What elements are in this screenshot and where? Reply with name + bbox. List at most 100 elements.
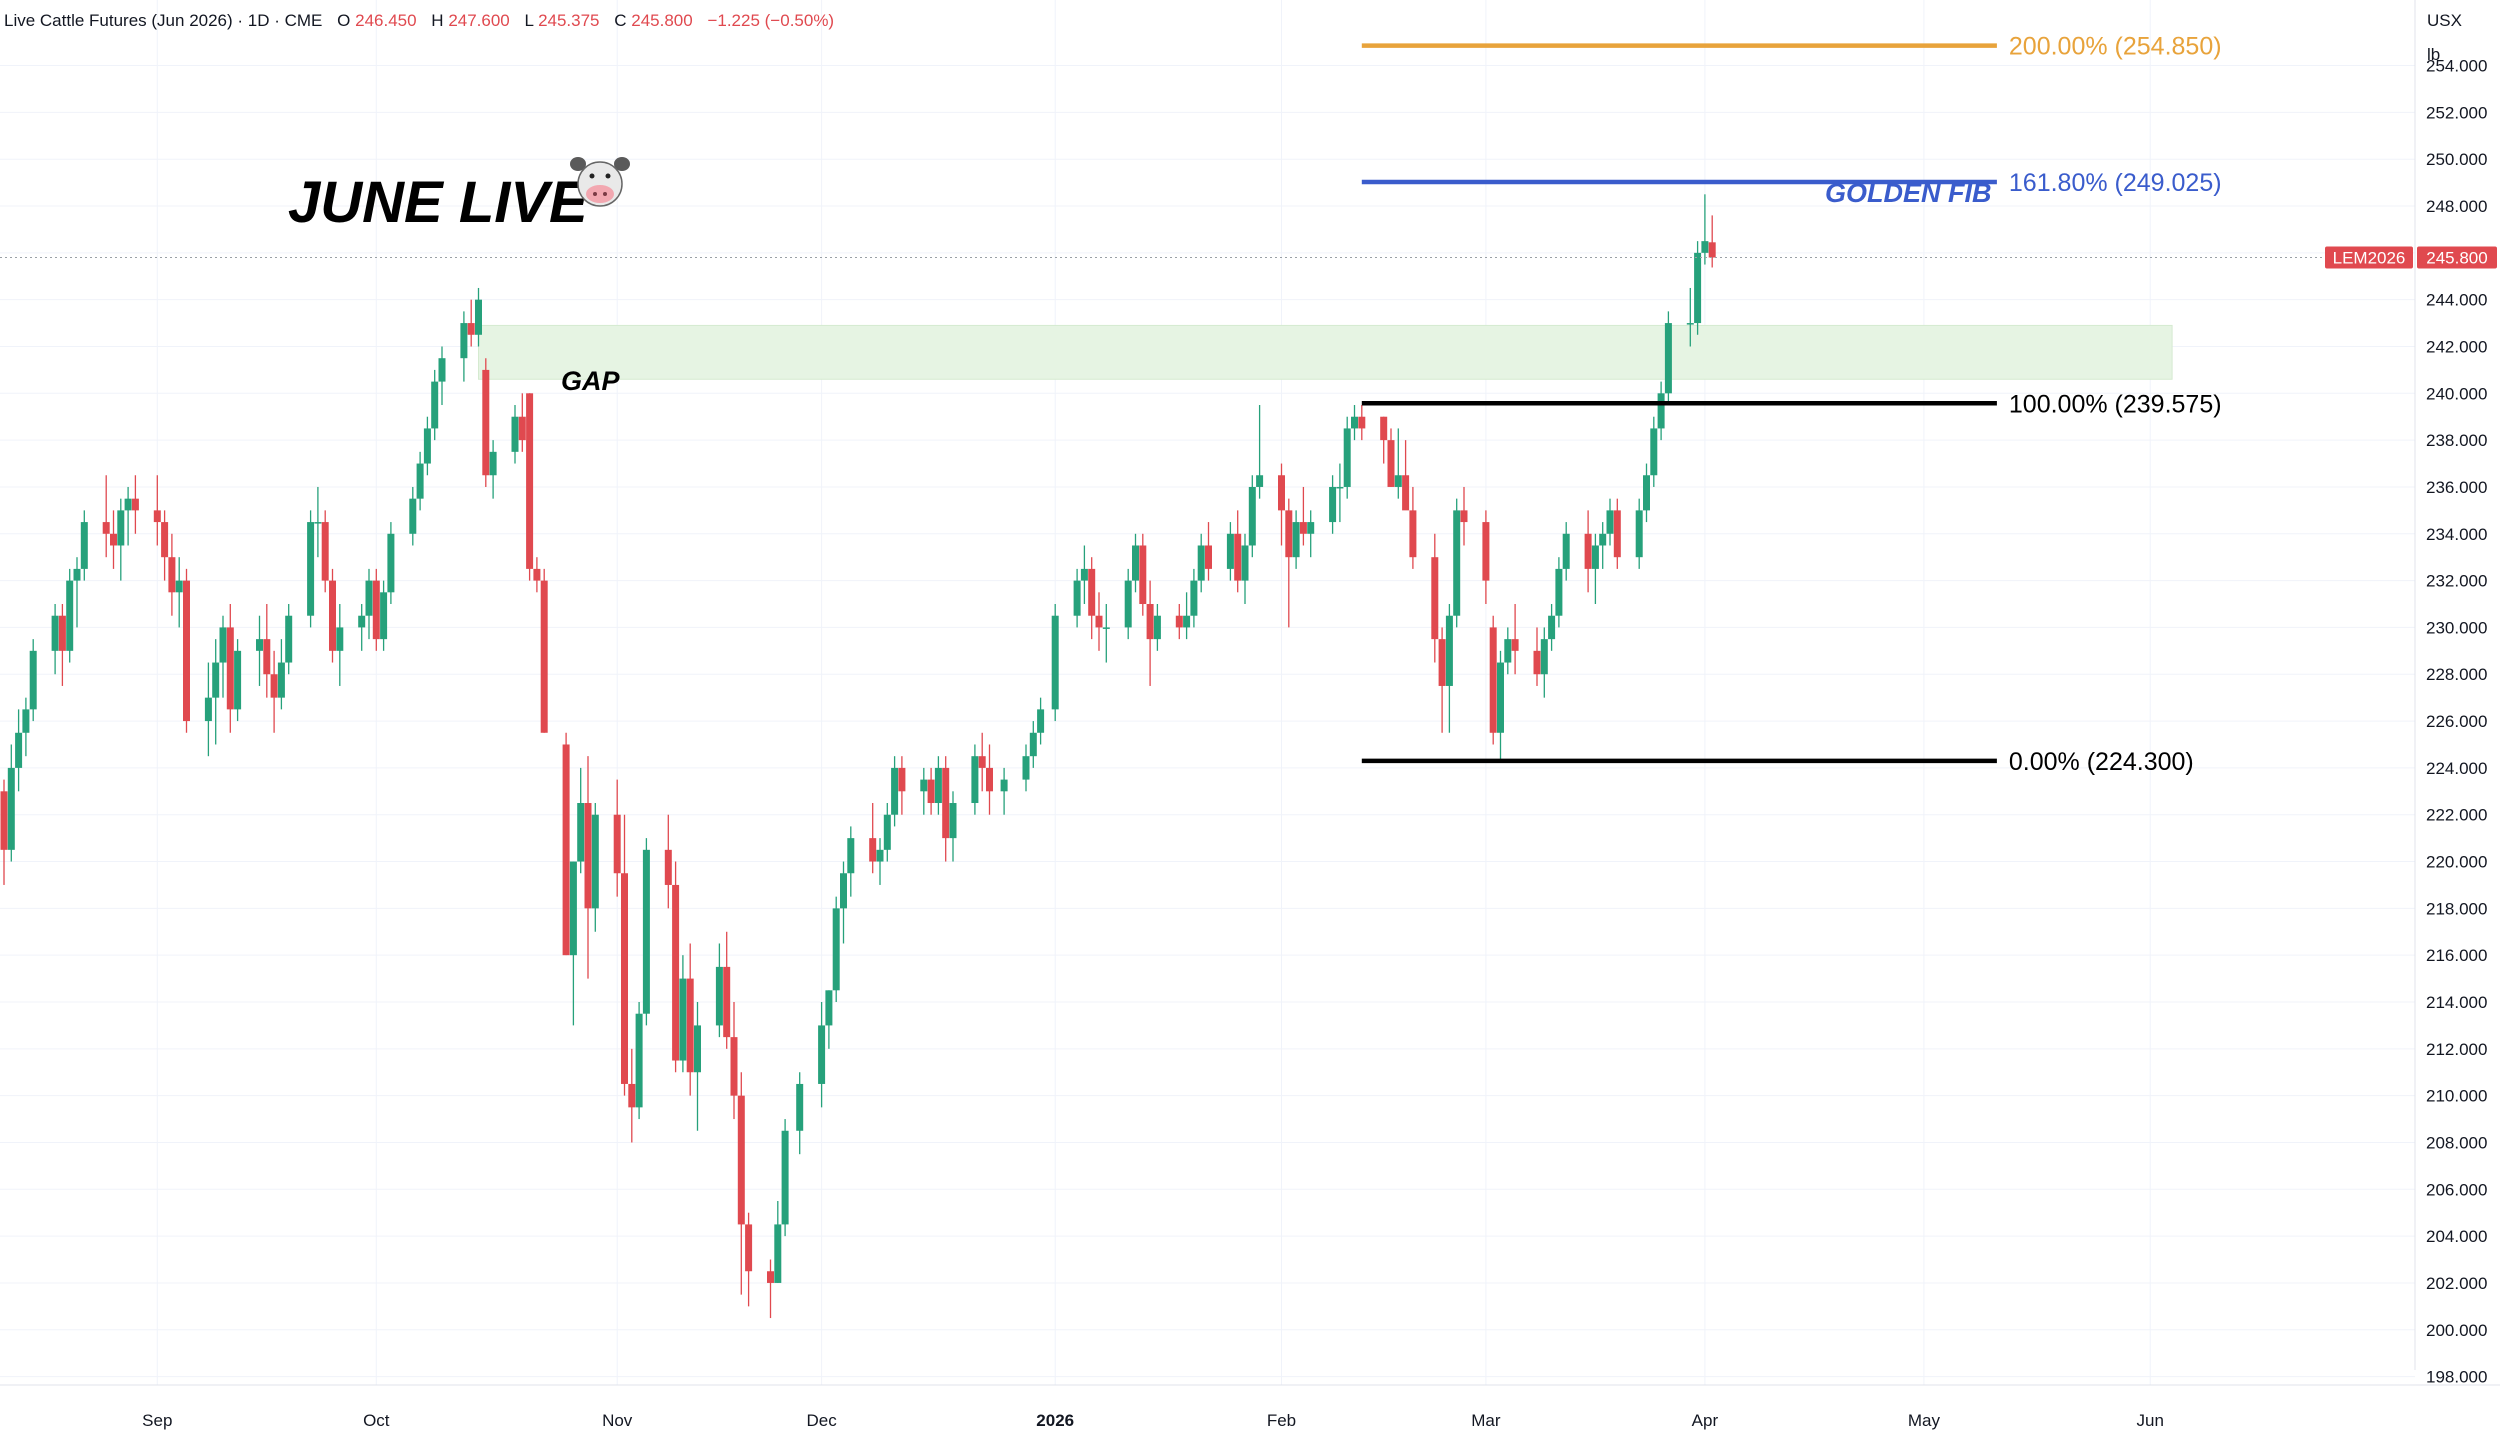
candle-body	[1358, 416, 1366, 429]
candle	[1307, 510, 1315, 558]
candle-body	[212, 662, 220, 698]
candle-body	[569, 861, 577, 956]
candle	[329, 568, 336, 663]
candle	[869, 803, 877, 874]
y-tick-label: 236.000	[2426, 478, 2487, 497]
candle	[1504, 627, 1512, 675]
candle	[1387, 428, 1395, 487]
candle-body	[110, 533, 117, 546]
candle-body	[1000, 779, 1008, 792]
annotation-golden-fib: GOLDEN FIB	[1825, 178, 1992, 208]
candle-body	[1234, 533, 1242, 581]
y-tick-label: 252.000	[2426, 103, 2487, 122]
candle-body	[1307, 522, 1315, 534]
candle-body	[730, 1037, 738, 1096]
candle-body	[1489, 627, 1497, 733]
candle	[818, 1002, 826, 1108]
annotation-gap: GAP	[561, 366, 621, 396]
candle-body	[533, 568, 541, 581]
y-tick-label: 200.000	[2426, 1321, 2487, 1340]
candle	[277, 639, 285, 710]
candle-body	[1635, 510, 1643, 558]
candle-body	[1445, 615, 1453, 686]
fib-level-label: 161.80% (249.025)	[2009, 169, 2222, 197]
candle	[825, 990, 833, 1049]
candle	[1708, 215, 1716, 268]
change-value: −1.225 (−0.50%)	[707, 11, 834, 30]
fib-level-label: 0.00% (224.300)	[2009, 748, 2194, 776]
axis-currency-label[interactable]: USX	[2427, 11, 2462, 30]
candle-body	[1394, 475, 1402, 487]
candle	[1511, 604, 1519, 675]
svg-text:Live Cattle Futures (Jun 2026): Live Cattle Futures (Jun 2026) · 1D · CM…	[4, 11, 834, 30]
candle-body	[891, 767, 899, 815]
x-tick-label: 2026	[1036, 1411, 1074, 1430]
candle-body	[1343, 428, 1351, 487]
candle	[168, 533, 176, 616]
candle	[737, 1072, 745, 1295]
candle	[175, 557, 183, 628]
candle-body	[438, 358, 446, 382]
candle-body	[1183, 615, 1191, 628]
candle-body	[321, 522, 329, 581]
candle-body	[29, 650, 37, 710]
candle	[847, 826, 855, 897]
candle-body	[1132, 545, 1139, 581]
y-tick-label: 222.000	[2426, 806, 2487, 825]
candle-body	[526, 393, 534, 569]
fib-level-label: 200.00% (254.850)	[2009, 33, 2222, 61]
candle-body	[183, 580, 190, 722]
candle	[1694, 241, 1702, 335]
gap-zone-layer	[478, 324, 2173, 380]
price-axis[interactable]: 198.000 200.000 202.000 204.000 206.000 208.0…	[2414, 0, 2487, 1387]
candle-body	[591, 814, 599, 909]
candle	[1000, 767, 1008, 815]
y-tick-label: 216.000	[2426, 946, 2487, 965]
candle-body	[329, 580, 336, 651]
candle	[263, 604, 271, 698]
candle	[58, 604, 66, 686]
candle	[15, 709, 23, 792]
candle-body	[1380, 416, 1388, 441]
candle	[336, 604, 344, 686]
x-tick-label: Dec	[806, 1411, 837, 1430]
candle	[29, 639, 37, 722]
y-tick-label: 202.000	[2426, 1274, 2487, 1293]
candle-body	[949, 803, 957, 839]
candle	[1022, 744, 1030, 792]
high-label: H	[431, 11, 443, 30]
candle	[219, 615, 227, 698]
candle-body	[58, 615, 66, 651]
candle	[1205, 522, 1212, 581]
candle-body	[920, 779, 928, 792]
candle-body	[540, 580, 548, 733]
candle-body	[869, 838, 877, 862]
y-tick-label: 230.000	[2426, 618, 2487, 637]
candle-body	[285, 615, 293, 663]
candle	[584, 756, 592, 979]
candle	[1445, 604, 1453, 733]
symbol-header[interactable]: Live Cattle Futures (Jun 2026) · 1D · CM…	[4, 11, 834, 30]
candle-body	[22, 709, 30, 733]
candle-body	[1124, 580, 1132, 628]
candle-body	[1139, 545, 1147, 605]
time-axis[interactable]: Sep Oct Nov Dec 2026 Feb Mar Apr May Jun	[0, 1384, 2500, 1430]
candle	[1299, 486, 1307, 546]
candle	[1241, 533, 1249, 605]
candle	[1402, 440, 1410, 511]
candle	[1606, 498, 1614, 546]
y-tick-label: 240.000	[2426, 384, 2487, 403]
candle-body	[307, 522, 315, 616]
candle	[1080, 545, 1088, 605]
candle	[7, 744, 15, 862]
candle	[1482, 510, 1490, 605]
candle	[1555, 557, 1563, 628]
candle-body	[168, 557, 176, 593]
candle-body	[1190, 580, 1198, 616]
candle	[971, 744, 979, 815]
candle	[1029, 721, 1037, 768]
y-tick-label: 226.000	[2426, 712, 2487, 731]
y-tick-label: 224.000	[2426, 759, 2487, 778]
candle-body	[942, 767, 950, 839]
